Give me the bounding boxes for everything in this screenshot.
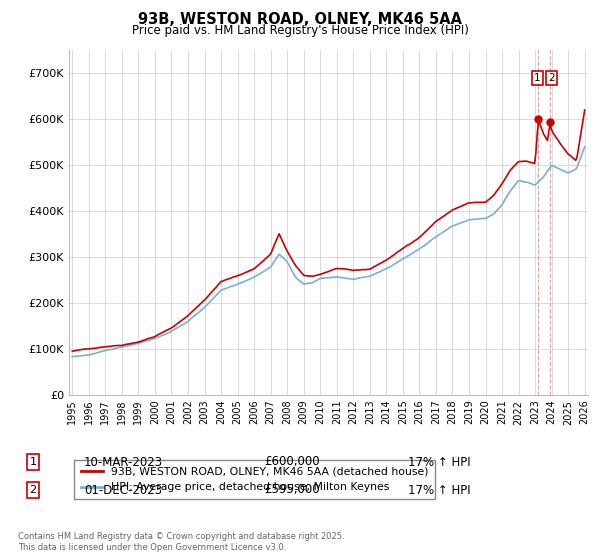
Text: 1: 1 bbox=[534, 73, 541, 83]
Legend: 93B, WESTON ROAD, OLNEY, MK46 5AA (detached house), HPI: Average price, detached: 93B, WESTON ROAD, OLNEY, MK46 5AA (detac… bbox=[74, 460, 435, 499]
Text: 01-DEC-2023: 01-DEC-2023 bbox=[84, 483, 162, 497]
Text: Price paid vs. HM Land Registry's House Price Index (HPI): Price paid vs. HM Land Registry's House … bbox=[131, 24, 469, 36]
Text: £600,000: £600,000 bbox=[264, 455, 320, 469]
Text: 17% ↑ HPI: 17% ↑ HPI bbox=[408, 483, 470, 497]
Text: 17% ↑ HPI: 17% ↑ HPI bbox=[408, 455, 470, 469]
Text: 2: 2 bbox=[548, 73, 554, 83]
Text: 10-MAR-2023: 10-MAR-2023 bbox=[84, 455, 163, 469]
Text: 2: 2 bbox=[29, 485, 37, 495]
Text: 1: 1 bbox=[29, 457, 37, 467]
Text: £595,000: £595,000 bbox=[264, 483, 320, 497]
Text: Contains HM Land Registry data © Crown copyright and database right 2025.
This d: Contains HM Land Registry data © Crown c… bbox=[18, 532, 344, 552]
Text: 93B, WESTON ROAD, OLNEY, MK46 5AA: 93B, WESTON ROAD, OLNEY, MK46 5AA bbox=[138, 12, 462, 27]
